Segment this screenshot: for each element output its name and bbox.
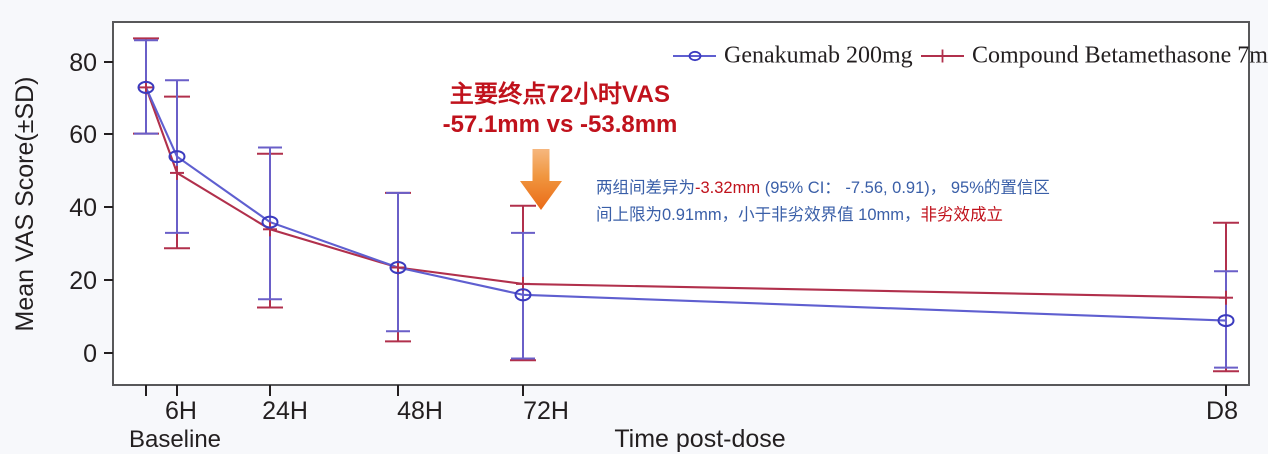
- x-tick-label-d8: D8: [1206, 397, 1238, 425]
- legend-label-genakumab: Genakumab 200mg: [724, 43, 913, 69]
- y-axis-tick-labels: 80 60 40 20 0: [69, 49, 97, 368]
- x-axis-baseline-label: Baseline: [129, 426, 221, 453]
- series-compound-betamethasone-line: [145, 87, 1227, 299]
- noninferiority-line1-part2: (95% CI： -7.56, 0.91)， 95%的置信区: [760, 179, 1050, 197]
- primary-endpoint-line1: 主要终点72小时VAS: [449, 81, 671, 108]
- x-tick-label-48h: 48H: [397, 397, 443, 425]
- y-tick-label-20: 20: [69, 267, 97, 295]
- noninferiority-line2: 间上限为0.91mm，小于非劣效界值 10mm，非劣效成立: [596, 202, 1050, 229]
- noninferiority-line2-part1: 间上限为0.91mm，小于非劣效界值 10mm，: [596, 205, 921, 224]
- primary-endpoint-annotation: 主要终点72小时VAS -57.1mm vs -53.8mm: [400, 80, 720, 140]
- down-arrow-icon: [520, 149, 562, 210]
- x-axis-title: Time post-dose: [614, 425, 785, 453]
- x-tick-label-72h: 72H: [523, 397, 569, 425]
- plus-icon: [936, 49, 949, 63]
- x-tick-label-24h: 24H: [262, 397, 308, 425]
- x-axis-tick-labels: 6H 24H 48H 72H D8: [165, 397, 1238, 425]
- legend-item-compound-betamethasone[interactable]: Compound Betamethasone 7mg: [921, 43, 1268, 69]
- open-circle-icon: [688, 50, 702, 62]
- y-tick-label-0: 0: [83, 340, 97, 368]
- series-genakumab-markers: [137, 80, 1235, 328]
- y-tick-label-40: 40: [69, 194, 97, 222]
- plot-area-frame: [112, 21, 1250, 386]
- y-axis-title: Mean VAS Score(±SD): [11, 76, 39, 331]
- noninferiority-line1: 两组间差异为-3.32mm (95% CI： -7.56, 0.91)， 95%…: [596, 175, 1050, 202]
- annotation-arrow: [518, 148, 564, 212]
- x-tick-label-6h: 6H: [165, 397, 197, 425]
- noninferiority-line1-part1: 两组间差异为: [596, 179, 695, 197]
- noninferiority-line1-highlight: -3.32mm: [695, 179, 761, 197]
- y-tick-label-80: 80: [69, 49, 97, 77]
- y-tick-label-60: 60: [69, 121, 97, 149]
- chart-legend: Genakumab 200mg Compound Betamethasone 7…: [673, 43, 1268, 69]
- noninferiority-line2-highlight: 非劣效成立: [920, 205, 1004, 224]
- y-axis-ticks: [104, 61, 113, 354]
- primary-endpoint-line2: -57.1mm vs -53.8mm: [442, 111, 678, 139]
- noninferiority-annotation: 两组间差异为-3.32mm (95% CI： -7.56, 0.91)， 95%…: [596, 175, 1050, 228]
- series-genakumab-line: [145, 86, 1227, 322]
- arrow-shape: [520, 149, 562, 210]
- x-axis-ticks: [145, 385, 1227, 396]
- legend-item-genakumab[interactable]: Genakumab 200mg: [673, 43, 913, 69]
- legend-label-compound-betamethasone: Compound Betamethasone 7mg: [972, 43, 1268, 69]
